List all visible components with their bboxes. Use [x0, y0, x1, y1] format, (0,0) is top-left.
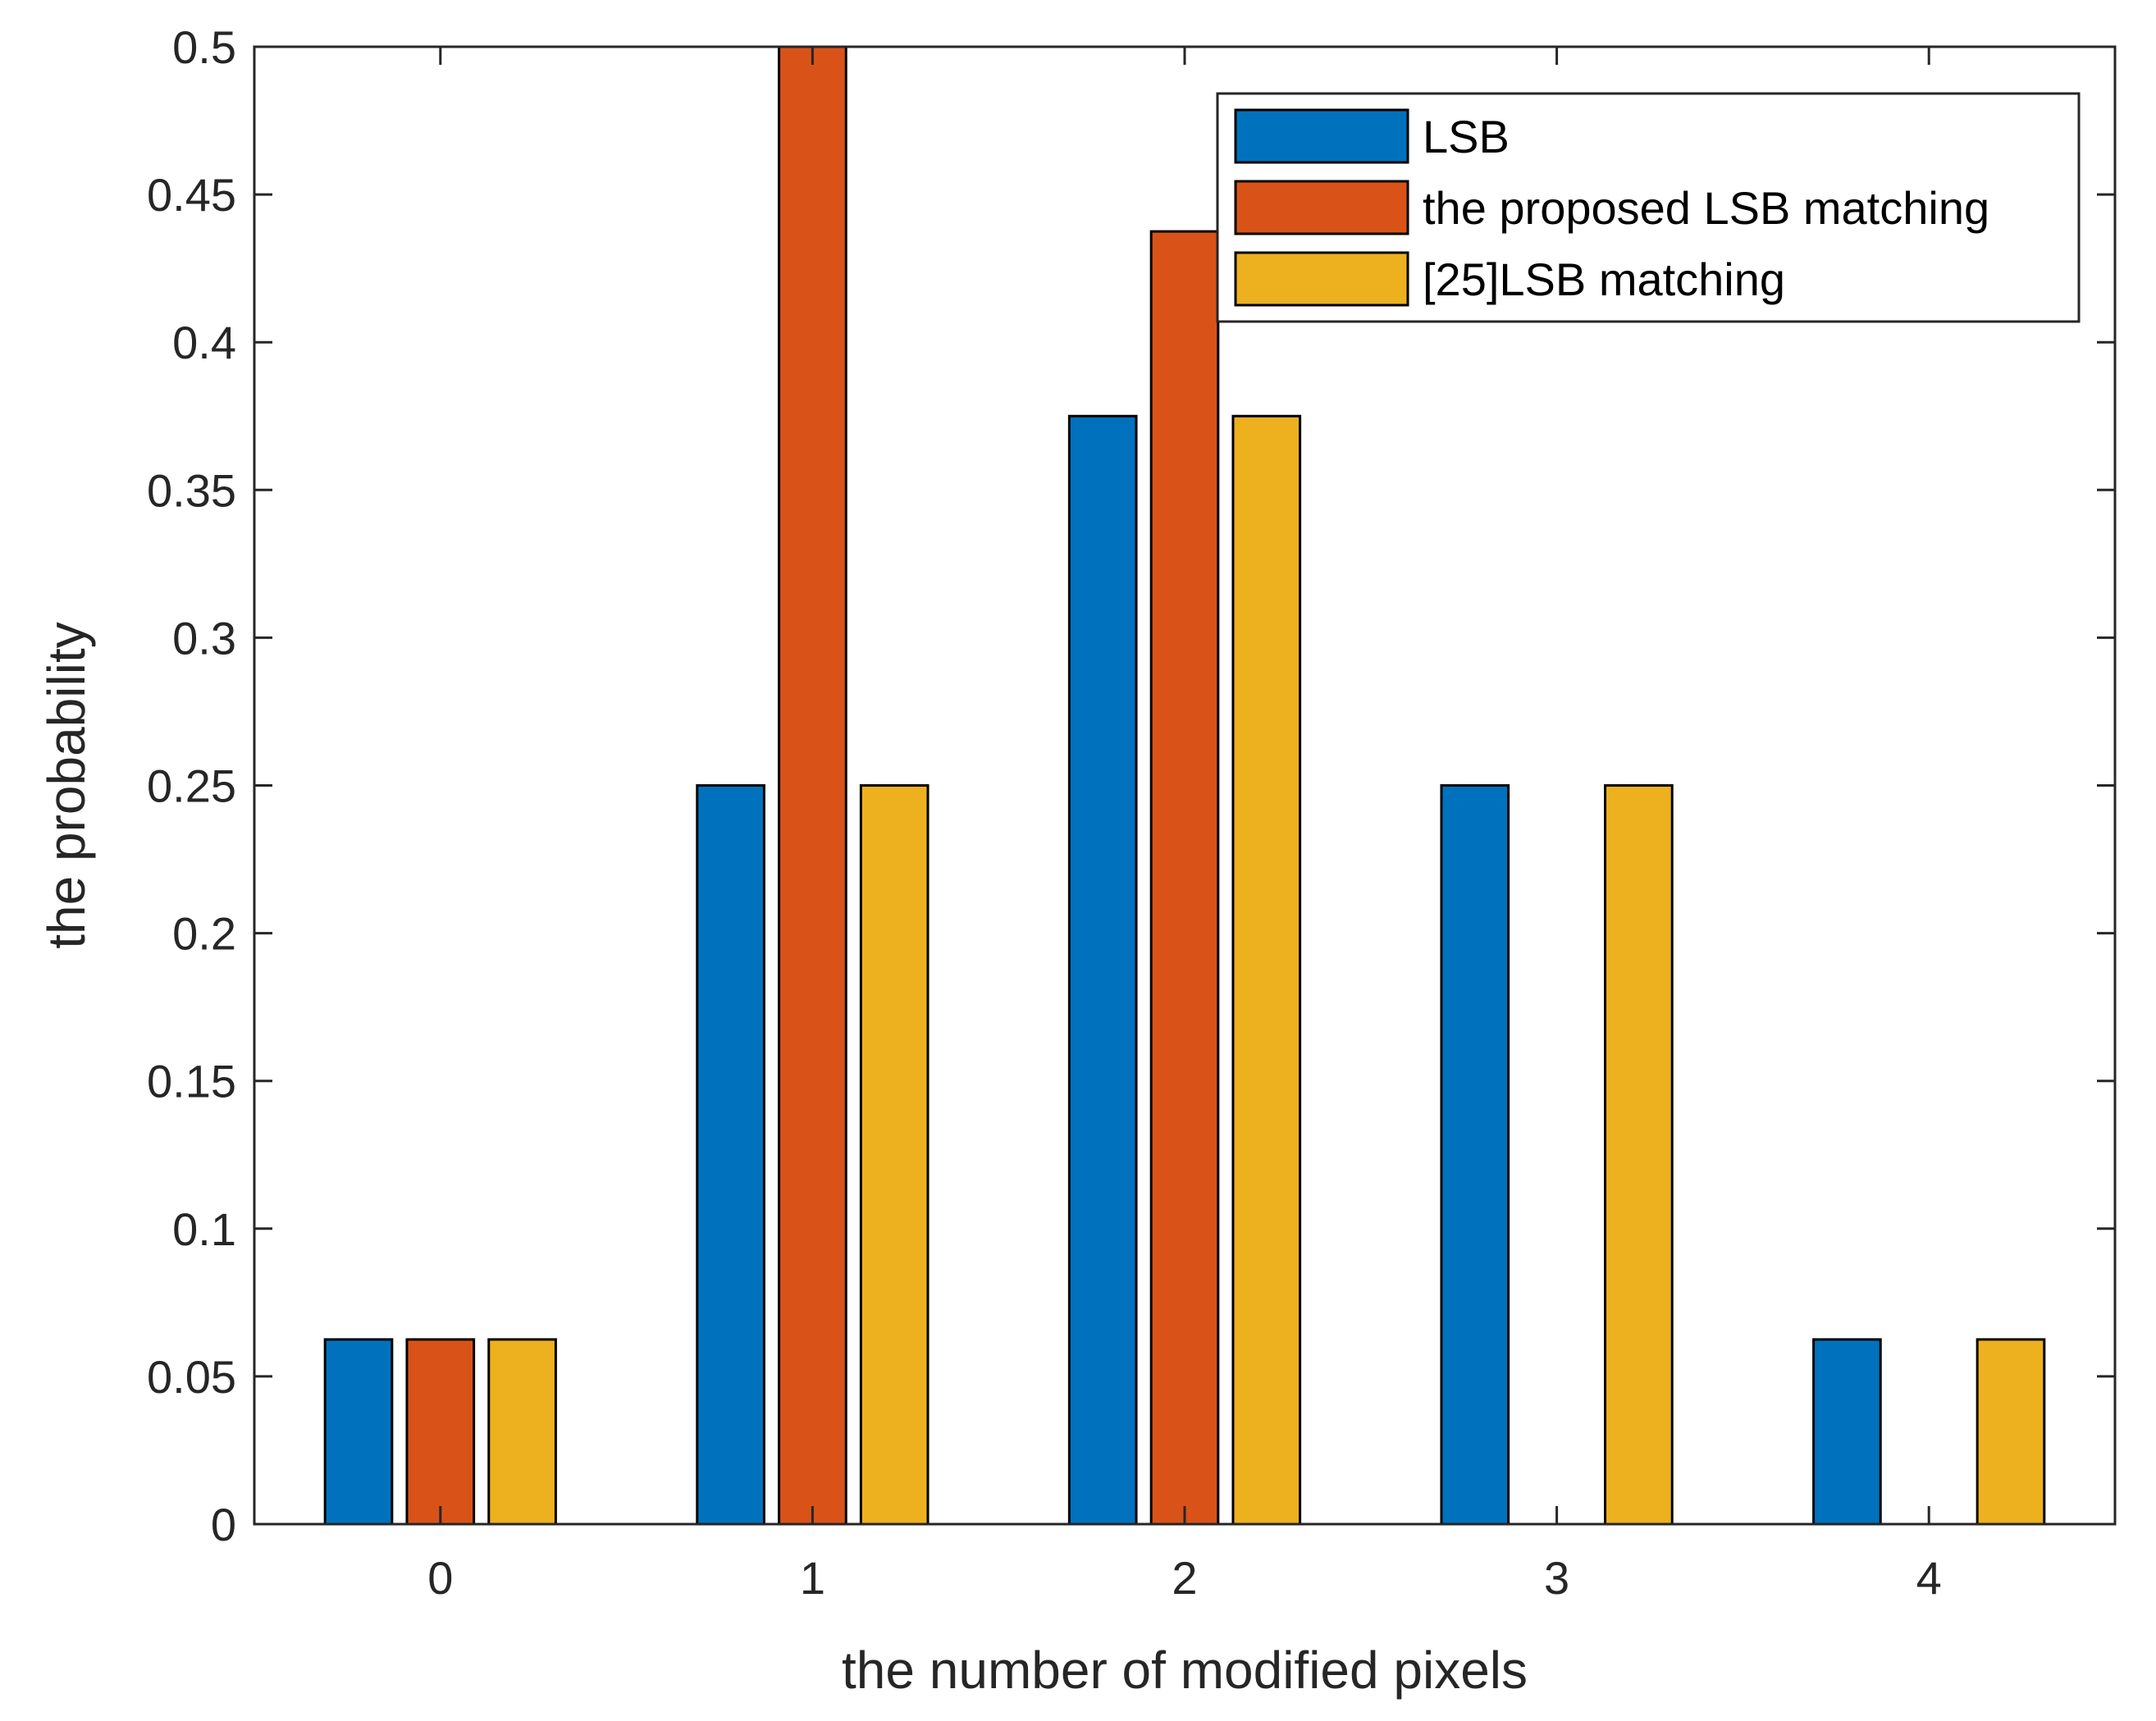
x-tick-label: 4	[1916, 1552, 1942, 1604]
x-tick-label: 2	[1172, 1552, 1197, 1604]
y-tick-label: 0.05	[147, 1351, 236, 1403]
bar-the-proposed-lsb-matching-2	[1149, 230, 1220, 1526]
plot-area-frame	[253, 45, 2117, 1526]
legend-label-lsb: LSB	[1423, 111, 1510, 162]
bar--25-lsb-matching-1	[859, 784, 930, 1526]
legend-swatch-proposed-lsb-matching	[1234, 180, 1409, 235]
y-tick-label: 0.3	[172, 612, 236, 664]
bar-the-proposed-lsb-matching-0	[405, 1338, 476, 1526]
bar-lsb-2	[1067, 414, 1138, 1526]
bar-lsb-1	[696, 784, 765, 1526]
y-tick-label: 0.5	[172, 21, 236, 73]
x-tick-labels: 0 1 2 3 4	[427, 1552, 1942, 1604]
legend-label-proposed-lsb-matching: the proposed LSB matching	[1423, 182, 1989, 234]
x-tick-label: 0	[427, 1552, 453, 1604]
x-tick-label: 3	[1544, 1552, 1569, 1604]
bar--25-lsb-matching-2	[1231, 414, 1302, 1526]
bar--25-lsb-matching-4	[1976, 1338, 2046, 1526]
bar-lsb-4	[1812, 1338, 1882, 1526]
bar--25-lsb-matching-0	[487, 1338, 557, 1526]
bar-the-proposed-lsb-matching-1	[778, 45, 847, 1526]
legend: LSB the proposed LSB matching [25]LSB ma…	[1216, 92, 2081, 323]
y-tick-labels: 0 0.05 0.1 0.15 0.2 0.25 0.3 0.35 0.4 0.45 0.5	[147, 21, 236, 1550]
legend-label-ref25-lsb-matching: [25]LSB matching	[1423, 253, 1785, 305]
y-tick-label: 0.1	[172, 1203, 236, 1255]
y-tick-label: 0.35	[147, 464, 236, 516]
y-tick-label: 0.4	[172, 317, 236, 368]
y-tick-label: 0.45	[147, 169, 236, 221]
bar-lsb-0	[323, 1338, 394, 1526]
y-tick-label: 0.15	[147, 1056, 236, 1107]
x-axis-label: the number of modified pixels	[842, 1641, 1528, 1700]
bars-layer	[323, 45, 2046, 1526]
x-tick-label: 1	[800, 1552, 825, 1604]
y-axis-label: the probability	[37, 622, 96, 948]
y-tick-label: 0	[211, 1499, 236, 1550]
legend-swatch-ref25-lsb-matching	[1234, 251, 1409, 307]
y-tick-label: 0.2	[172, 908, 236, 960]
legend-swatch-lsb	[1234, 108, 1409, 164]
bar-lsb-3	[1440, 784, 1510, 1526]
bar--25-lsb-matching-3	[1604, 784, 1674, 1526]
y-tick-label: 0.25	[147, 760, 236, 812]
